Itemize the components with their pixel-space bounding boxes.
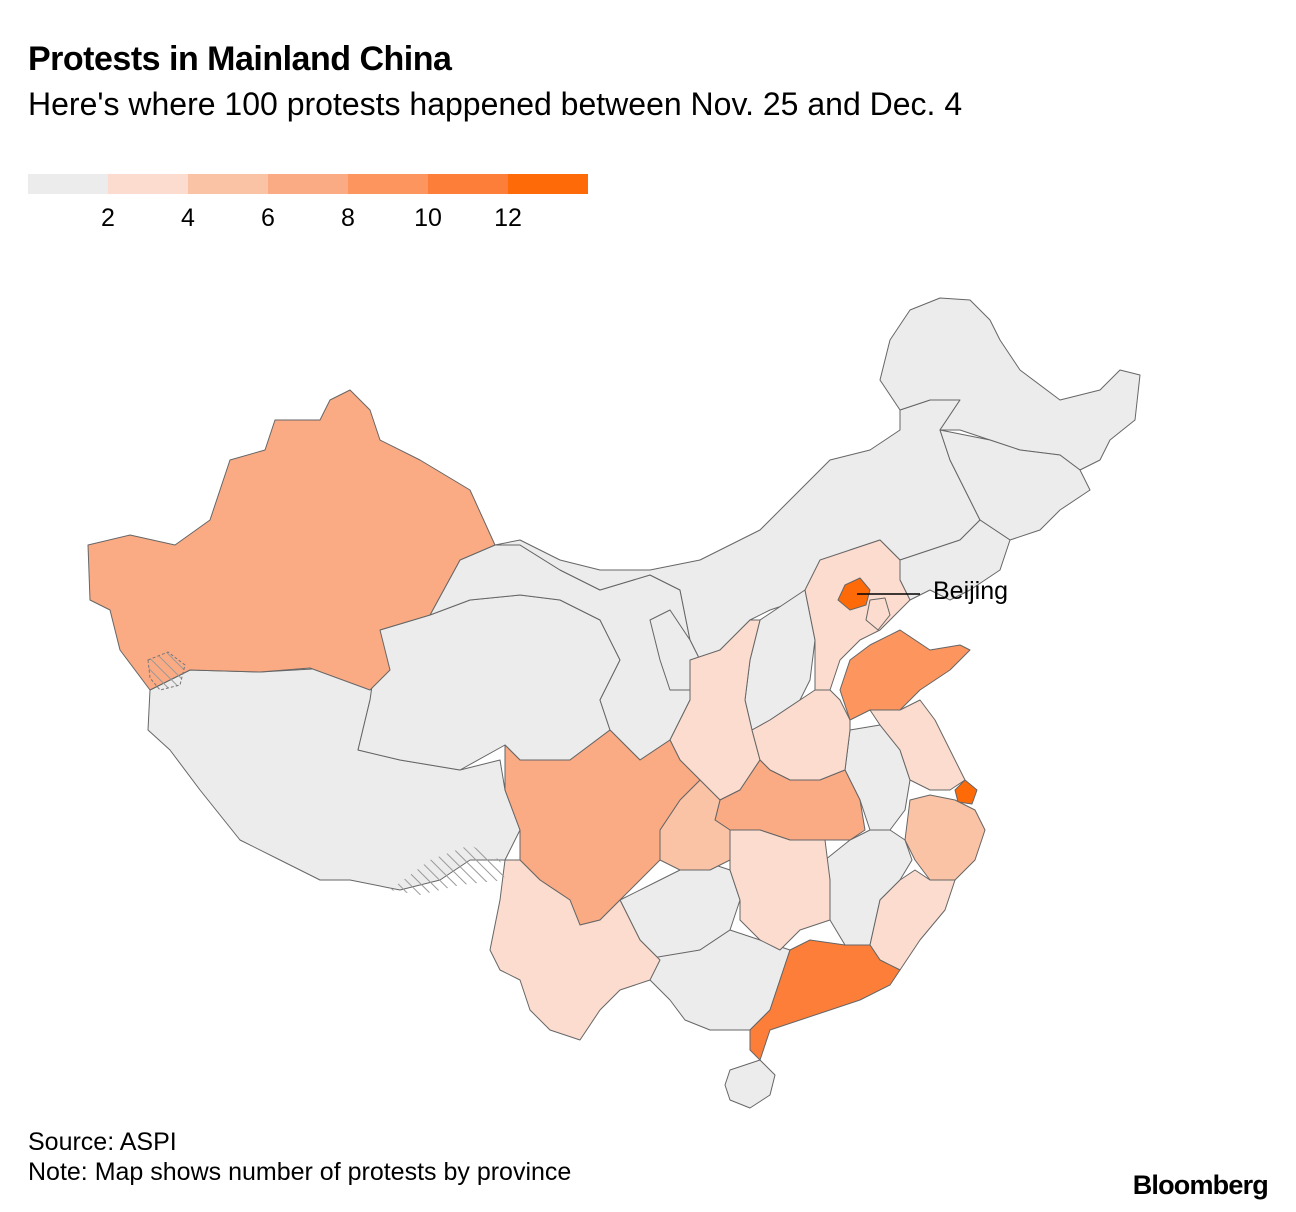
source-note: Source: ASPI [28, 1128, 177, 1156]
legend-swatch [188, 174, 268, 194]
disputed-area-south [390, 845, 505, 895]
province-zhejiang [904, 794, 986, 881]
province-jiangsu [869, 699, 966, 791]
legend-tick: 12 [494, 204, 522, 232]
bloomberg-logo: Bloomberg [1132, 1170, 1269, 1200]
beijing-label: Beijing [933, 577, 1008, 605]
legend-swatch [108, 174, 188, 194]
province-hainan [724, 1059, 776, 1109]
legend-swatch [428, 174, 508, 194]
map-note: Note: Map shows number of protests by pr… [28, 1158, 572, 1186]
province-shandong [839, 629, 971, 721]
legend-swatch [28, 174, 108, 194]
province-tianjin [865, 597, 891, 631]
province-shanghai [954, 779, 978, 805]
legend-tick: 10 [414, 204, 442, 232]
color-legend: 2 4 6 8 10 12 [28, 174, 588, 244]
province-heilongjiang [879, 297, 1141, 471]
legend-swatch [508, 174, 588, 194]
legend-tick: 8 [341, 204, 355, 232]
province-yunnan [489, 859, 661, 1041]
disputed-area-west [147, 651, 186, 691]
province-beijing [837, 577, 871, 611]
province-hunan [729, 829, 831, 951]
legend-tick: 4 [181, 204, 195, 232]
legend-tick: 2 [101, 204, 115, 232]
chart-title: Protests in Mainland China [28, 40, 452, 78]
legend-swatch [268, 174, 348, 194]
province-guangdong [749, 939, 901, 1061]
legend-swatch [348, 174, 428, 194]
legend-tick: 6 [261, 204, 275, 232]
province-jilin [939, 429, 1091, 541]
chart-subtitle: Here's where 100 protests happened betwe… [28, 86, 963, 122]
